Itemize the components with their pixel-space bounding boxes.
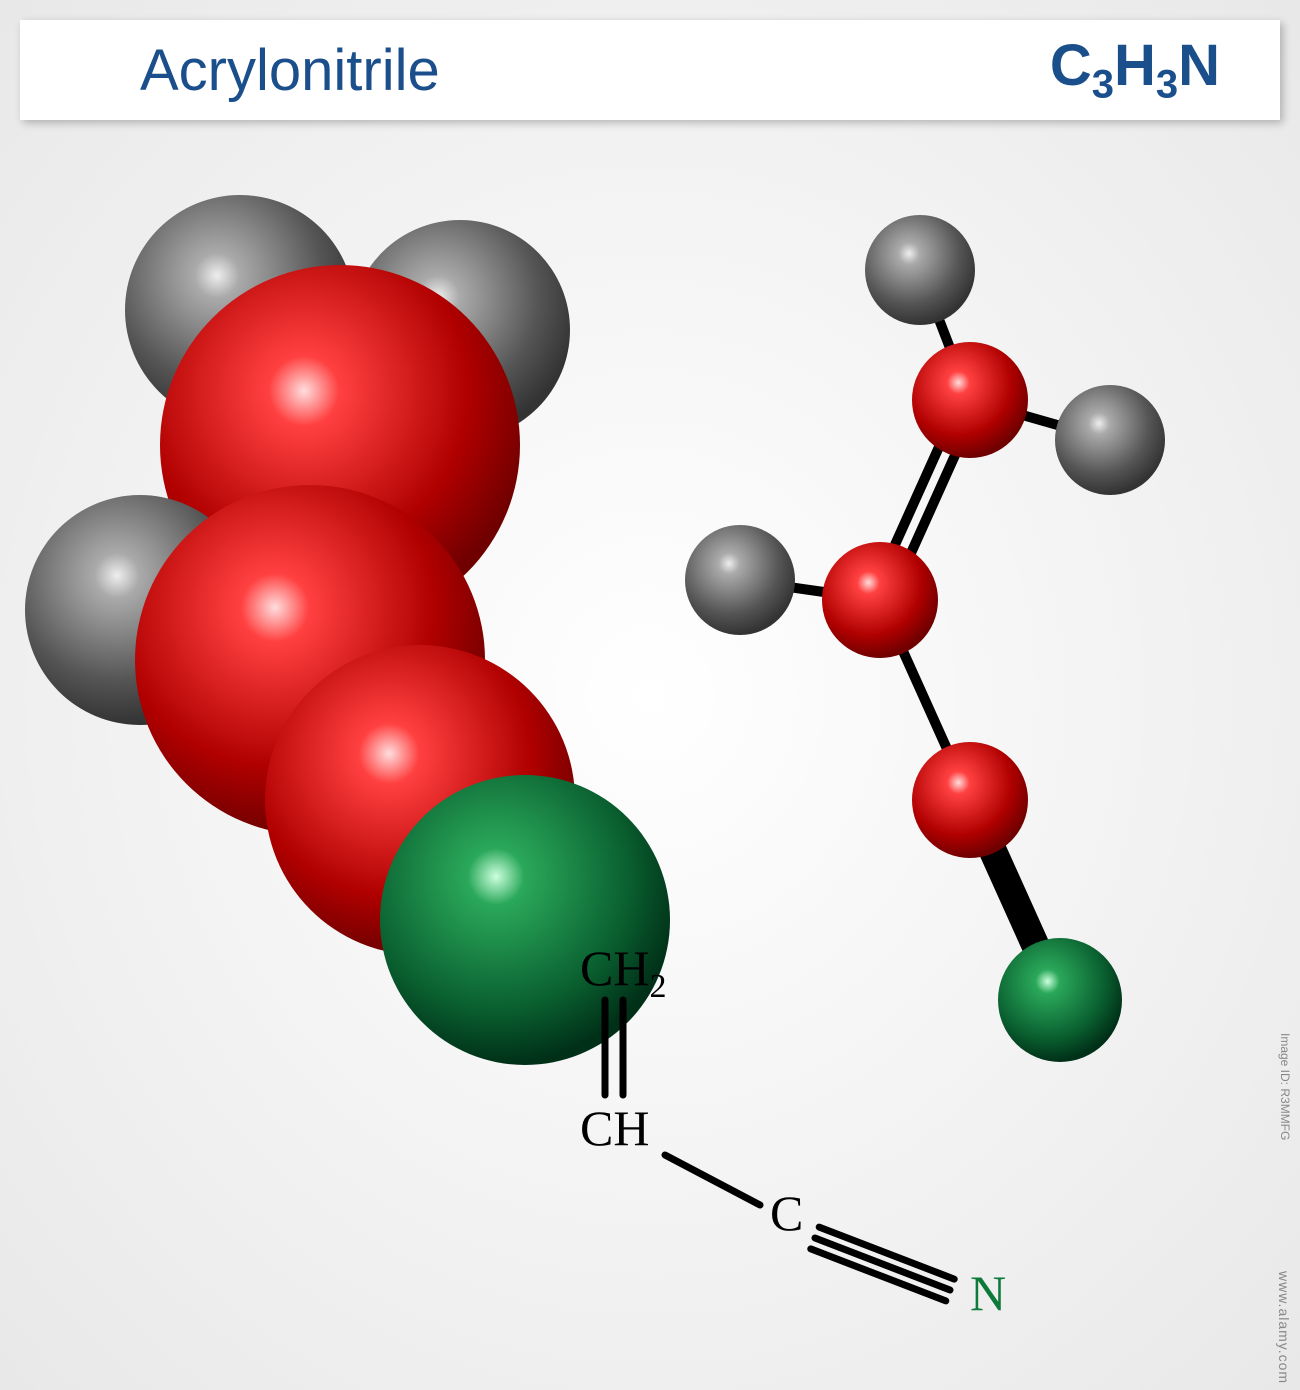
struct-label: N [970, 1265, 1006, 1321]
struct-bond [815, 1238, 950, 1290]
atom-H1 [865, 215, 975, 325]
ballstick-atoms [685, 215, 1165, 1062]
struct-bond [665, 1155, 760, 1205]
watermark-id: Image ID: R3MMFG [1278, 1033, 1292, 1140]
atom-H3 [685, 525, 795, 635]
atom-C2 [822, 542, 938, 658]
struct-bond [819, 1227, 954, 1279]
atom-C3 [912, 742, 1028, 858]
struct-label: CH [580, 1100, 649, 1156]
atom-H2 [1055, 385, 1165, 495]
atom-N [998, 938, 1122, 1062]
structural-bonds [605, 1000, 954, 1301]
molecule-canvas: CH2CHCN [0, 0, 1300, 1390]
watermark-url: www.alamy.com [1276, 1271, 1292, 1384]
spacefill-model [25, 195, 670, 1065]
struct-bond [811, 1249, 946, 1301]
struct-label: C [770, 1185, 803, 1241]
atom-C1 [912, 342, 1028, 458]
